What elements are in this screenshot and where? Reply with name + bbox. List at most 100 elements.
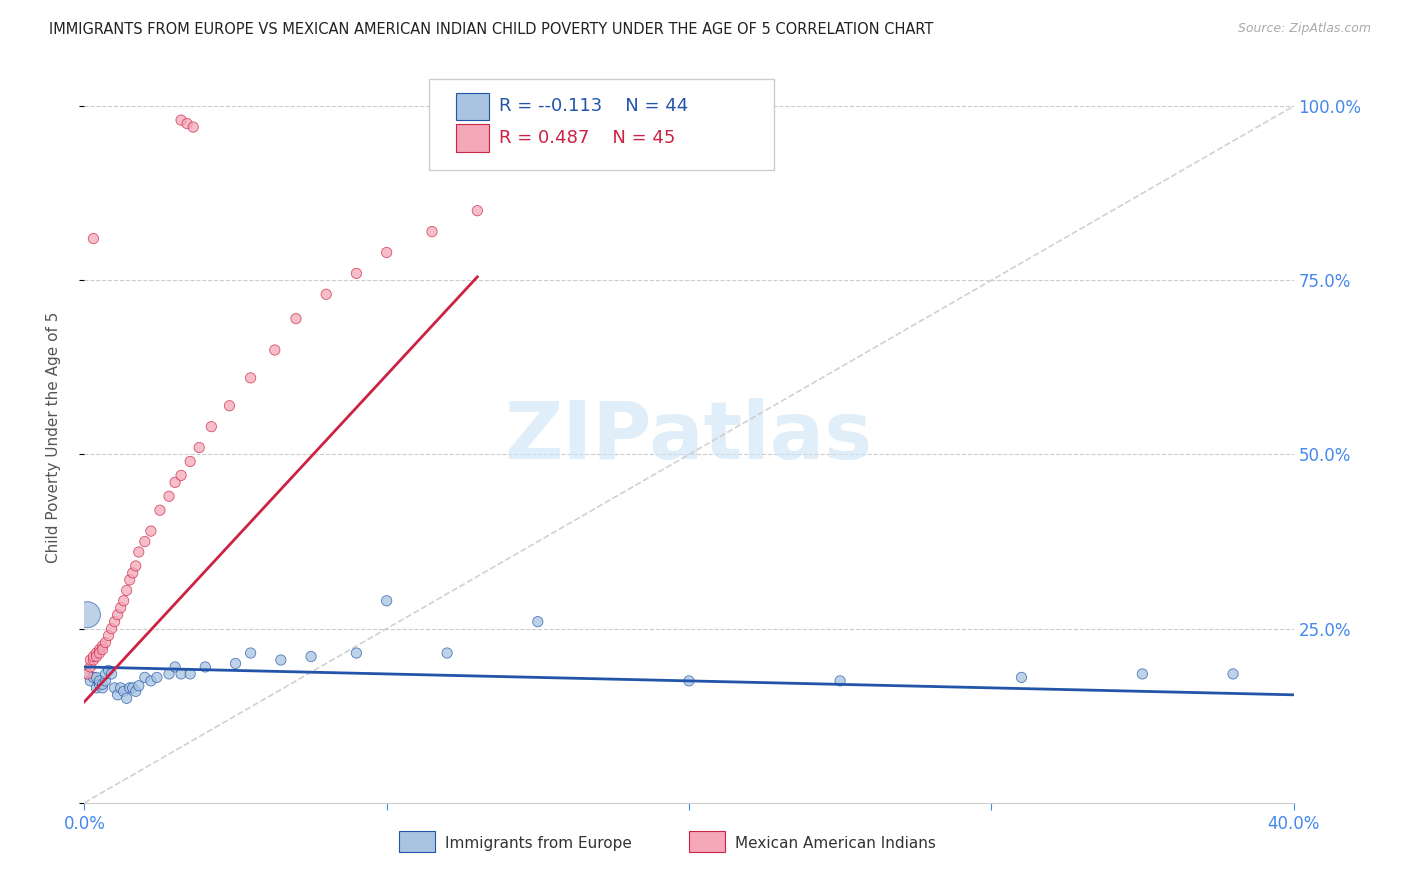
Point [436,646,458,660]
Point [100,667,122,681]
FancyBboxPatch shape [456,124,489,152]
Point [91,642,114,657]
Point [225,657,247,671]
Point [165,660,187,674]
Point [194,660,217,674]
Text: Source: ZipAtlas.com: Source: ZipAtlas.com [1237,22,1371,36]
Point [170,113,193,128]
Point [115,691,138,706]
Point [170,667,193,681]
Text: IMMIGRANTS FROM EUROPE VS MEXICAN AMERICAN INDIAN CHILD POVERTY UNDER THE AGE OF: IMMIGRANTS FROM EUROPE VS MEXICAN AMERIC… [49,22,934,37]
Point [82,649,104,664]
Point [110,681,132,695]
Point [134,534,156,549]
Point [107,607,129,622]
Point [86,670,108,684]
Point [125,684,148,698]
Point [181,120,204,134]
Point [527,615,550,629]
Point [91,677,114,691]
Point [91,639,114,653]
Point [76,607,98,622]
Point [218,399,240,413]
Point [121,681,143,695]
Point [118,681,141,695]
FancyBboxPatch shape [456,93,489,120]
Point [82,653,104,667]
Point [315,287,337,301]
Point [299,649,322,664]
Point [239,646,262,660]
Point [118,573,141,587]
Point [91,681,114,695]
FancyBboxPatch shape [689,831,725,852]
Point [1222,667,1244,681]
Point [89,646,111,660]
Point [270,653,292,667]
Point [678,673,700,688]
Point [86,646,108,660]
Point [115,583,138,598]
Point [420,225,443,239]
Point [263,343,285,357]
Text: Mexican American Indians: Mexican American Indians [735,836,936,851]
Point [170,468,193,483]
Point [110,600,132,615]
Point [79,673,101,688]
Y-axis label: Child Poverty Under the Age of 5: Child Poverty Under the Age of 5 [46,311,60,563]
Point [139,673,162,688]
Point [86,681,108,695]
Point [200,419,222,434]
Point [128,545,150,559]
Text: ZIPatlas: ZIPatlas [505,398,873,476]
Point [830,673,852,688]
Point [104,681,127,695]
Point [157,667,180,681]
Point [128,679,150,693]
Point [97,664,120,678]
Point [146,670,169,684]
Point [188,441,211,455]
Point [134,670,156,684]
Point [179,454,201,468]
Point [79,660,101,674]
Point [94,667,117,681]
Point [104,615,127,629]
Point [89,673,111,688]
FancyBboxPatch shape [399,831,434,852]
FancyBboxPatch shape [429,78,773,170]
Point [94,635,117,649]
Point [346,646,368,660]
Point [149,503,172,517]
Text: Immigrants from Europe: Immigrants from Europe [444,836,631,851]
Point [285,311,308,326]
Point [346,266,368,280]
Point [100,622,122,636]
Point [97,629,120,643]
Point [76,667,98,681]
Point [179,667,201,681]
Point [176,117,198,131]
Point [107,688,129,702]
Point [139,524,162,538]
Point [157,489,180,503]
Point [86,649,108,664]
Point [1130,667,1153,681]
Point [76,667,98,681]
Point [82,231,104,245]
Point [121,566,143,580]
Text: R = --0.113    N = 44: R = --0.113 N = 44 [499,97,689,115]
Point [112,594,135,608]
Point [467,203,489,218]
Point [165,475,187,490]
Text: R = 0.487    N = 45: R = 0.487 N = 45 [499,129,675,147]
Point [125,558,148,573]
Point [1011,670,1033,684]
Point [375,245,398,260]
Point [82,670,104,684]
Point [79,653,101,667]
Point [94,673,117,688]
Point [89,642,111,657]
Point [112,684,135,698]
Point [89,677,111,691]
